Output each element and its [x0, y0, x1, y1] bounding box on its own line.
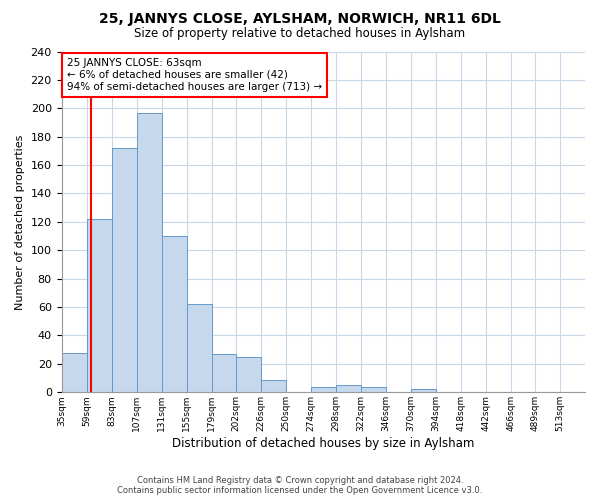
Bar — [361, 386, 386, 392]
Text: 25 JANNYS CLOSE: 63sqm
← 6% of detached houses are smaller (42)
94% of semi-deta: 25 JANNYS CLOSE: 63sqm ← 6% of detached … — [67, 58, 322, 92]
Bar — [62, 352, 86, 393]
Text: 25, JANNYS CLOSE, AYLSHAM, NORWICH, NR11 6DL: 25, JANNYS CLOSE, AYLSHAM, NORWICH, NR11… — [99, 12, 501, 26]
Bar — [411, 390, 436, 392]
Bar — [212, 354, 236, 393]
Bar — [336, 385, 361, 392]
Bar — [86, 219, 112, 392]
Bar — [187, 304, 212, 392]
Text: Size of property relative to detached houses in Aylsham: Size of property relative to detached ho… — [134, 28, 466, 40]
Bar — [311, 386, 336, 392]
Y-axis label: Number of detached properties: Number of detached properties — [15, 134, 25, 310]
Bar — [112, 148, 137, 392]
Bar — [260, 380, 286, 392]
Bar — [236, 357, 260, 392]
Bar — [137, 112, 161, 392]
X-axis label: Distribution of detached houses by size in Aylsham: Distribution of detached houses by size … — [172, 437, 475, 450]
Text: Contains HM Land Registry data © Crown copyright and database right 2024.
Contai: Contains HM Land Registry data © Crown c… — [118, 476, 482, 495]
Bar — [161, 236, 187, 392]
